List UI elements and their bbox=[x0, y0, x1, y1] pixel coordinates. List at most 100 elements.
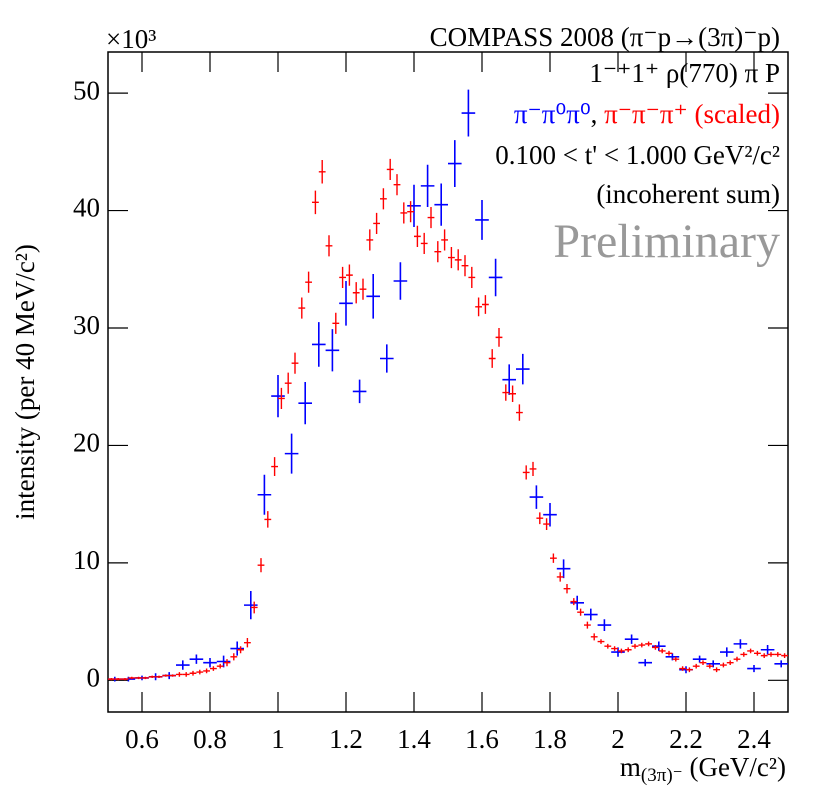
error-bar-point bbox=[284, 372, 292, 394]
error-bar-point bbox=[543, 518, 550, 530]
error-bar-point bbox=[461, 255, 469, 277]
error-bar-point bbox=[182, 672, 190, 677]
error-bar-point bbox=[393, 262, 408, 300]
error-bar-point bbox=[230, 641, 244, 656]
error-bar-point bbox=[692, 663, 700, 669]
error-bar-point bbox=[713, 667, 720, 673]
error-bar-point bbox=[148, 675, 156, 678]
error-bar-point bbox=[210, 666, 217, 671]
error-bar-point bbox=[597, 619, 612, 631]
y-multiplier: ×10³ bbox=[106, 24, 156, 54]
error-bar-point bbox=[257, 558, 265, 573]
error-bar-point bbox=[448, 246, 455, 269]
error-bar-point bbox=[223, 659, 231, 667]
error-bar-point bbox=[475, 199, 489, 240]
error-bar-point bbox=[774, 660, 788, 668]
error-bar-point bbox=[652, 645, 659, 650]
error-bar-point bbox=[611, 646, 618, 651]
annotation: (incoherent sum) bbox=[596, 179, 780, 209]
error-bar-point bbox=[597, 639, 605, 644]
error-bar-point bbox=[176, 672, 183, 677]
error-bar-point bbox=[516, 353, 530, 385]
error-bar-point bbox=[740, 652, 748, 657]
y-tick-label: 0 bbox=[87, 662, 101, 692]
error-bar-point bbox=[420, 232, 428, 254]
x-tick-label: 1.4 bbox=[397, 724, 431, 754]
x-tick-label: 2.2 bbox=[669, 724, 703, 754]
error-bar-point bbox=[468, 266, 476, 289]
error-bar-point bbox=[767, 652, 775, 657]
error-bar-point bbox=[359, 278, 367, 300]
error-bar-point bbox=[638, 659, 652, 667]
error-bar-point bbox=[155, 675, 163, 678]
error-bar-point bbox=[325, 235, 333, 257]
error-bar-point bbox=[216, 663, 224, 669]
error-bar-point bbox=[366, 229, 374, 251]
error-bar-point bbox=[482, 295, 489, 314]
error-bar-point bbox=[393, 174, 401, 196]
error-bar-point bbox=[461, 89, 476, 137]
error-bar-point bbox=[658, 648, 666, 654]
error-bar-point bbox=[230, 653, 238, 661]
error-bar-point bbox=[271, 374, 285, 418]
error-bar-point bbox=[679, 666, 686, 671]
error-bar-point bbox=[332, 312, 340, 334]
error-bar-point bbox=[577, 608, 584, 616]
error-bar-point bbox=[638, 642, 646, 648]
legend-separator: , bbox=[591, 99, 598, 129]
error-bar-point bbox=[556, 572, 564, 582]
error-bar-point bbox=[495, 327, 503, 347]
x-tick-label: 1.8 bbox=[533, 724, 567, 754]
error-bar-point bbox=[325, 329, 340, 372]
error-bar-point bbox=[305, 271, 312, 293]
error-bar-point bbox=[781, 653, 788, 658]
error-bar-point bbox=[672, 656, 680, 662]
error-bar-point bbox=[373, 212, 380, 235]
error-bar-point bbox=[618, 648, 625, 654]
error-bar-point bbox=[339, 281, 353, 326]
error-bar-point bbox=[162, 674, 170, 677]
x-tick-label: 1 bbox=[271, 724, 285, 754]
error-bar-point bbox=[516, 404, 523, 421]
y-tick-label: 30 bbox=[73, 310, 100, 340]
error-bar-point bbox=[536, 512, 544, 525]
error-bar-point bbox=[590, 633, 598, 641]
error-bar-point bbox=[108, 677, 115, 681]
error-bar-point bbox=[352, 379, 367, 404]
error-bar-point bbox=[434, 241, 442, 263]
error-bar-point bbox=[257, 474, 272, 515]
error-bar-point bbox=[550, 553, 557, 563]
error-bar-point bbox=[747, 648, 754, 654]
error-bar-point bbox=[645, 641, 652, 647]
x-label-subscript: (3π)⁻ bbox=[641, 765, 683, 786]
x-label-main: m bbox=[620, 752, 641, 782]
error-bar-point bbox=[720, 662, 727, 668]
error-bar-point bbox=[318, 160, 326, 184]
plot-frame bbox=[107, 51, 789, 713]
error-bar-point bbox=[624, 647, 632, 653]
error-bar-point bbox=[203, 668, 210, 674]
y-tick-label: 20 bbox=[73, 428, 100, 458]
annotation: 1⁻⁺1⁺ ρ(770) π P bbox=[589, 58, 780, 88]
chart-title: COMPASS 2008 (π⁻p→(3π)⁻p) bbox=[430, 22, 780, 52]
error-bar-point bbox=[652, 641, 666, 651]
error-bar-point bbox=[135, 676, 142, 680]
preliminary-label: Preliminary bbox=[553, 215, 780, 268]
error-bar-point bbox=[475, 297, 482, 317]
error-bar-point bbox=[706, 663, 714, 669]
x-tick-label: 2.4 bbox=[737, 724, 771, 754]
x-label-unit: (GeV/c²) bbox=[689, 752, 786, 782]
error-bar-point bbox=[271, 457, 278, 476]
error-bar-point bbox=[488, 258, 503, 297]
error-bar-point bbox=[441, 229, 448, 251]
error-bar-point bbox=[189, 670, 197, 676]
error-bar-point bbox=[400, 202, 408, 224]
legend-entry: π⁻π⁰π⁰ bbox=[514, 99, 591, 129]
error-bar-point bbox=[121, 677, 129, 681]
error-bar-point bbox=[604, 643, 612, 649]
error-bar-point bbox=[312, 322, 326, 367]
error-bar-point bbox=[216, 655, 231, 668]
error-bar-point bbox=[529, 461, 537, 476]
error-bar-point bbox=[502, 364, 516, 395]
error-bar-point bbox=[176, 660, 190, 670]
